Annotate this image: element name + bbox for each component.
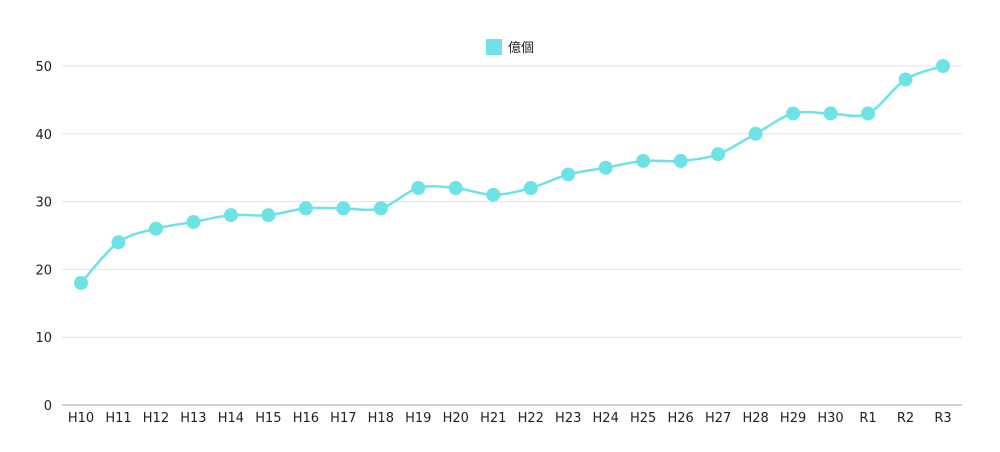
x-tick-label: H26	[667, 411, 693, 426]
data-point-H18[interactable]	[373, 201, 388, 216]
x-tick-label: H15	[255, 411, 281, 426]
data-point-H11[interactable]	[111, 235, 126, 250]
x-tick-label: H20	[443, 411, 469, 426]
legend-swatch	[486, 39, 502, 55]
x-tick-label: H16	[293, 411, 319, 426]
x-tick-label: H13	[180, 411, 206, 426]
x-tick-label: H25	[630, 411, 656, 426]
data-point-H20[interactable]	[448, 181, 463, 196]
y-tick-label: 0	[44, 399, 52, 414]
data-point-H19[interactable]	[411, 181, 426, 196]
x-tick-label: H14	[218, 411, 244, 426]
x-tick-label: R3	[934, 411, 951, 426]
data-point-H21[interactable]	[486, 187, 501, 202]
data-point-H12[interactable]	[148, 221, 163, 236]
data-point-H14[interactable]	[223, 208, 238, 223]
y-tick-label: 10	[35, 331, 52, 346]
x-tick-label: R2	[897, 411, 914, 426]
data-point-H24[interactable]	[598, 160, 613, 175]
data-point-H17[interactable]	[336, 201, 351, 216]
data-point-H27[interactable]	[711, 147, 726, 162]
y-tick-label: 20	[35, 263, 52, 278]
series-line	[80, 64, 944, 284]
data-point-H25[interactable]	[636, 153, 651, 168]
data-point-H22[interactable]	[523, 181, 538, 196]
y-tick-label: 50	[35, 60, 52, 75]
data-point-R3[interactable]	[936, 59, 950, 73]
y-tick-label: 30	[35, 196, 52, 211]
x-tick-label: H10	[68, 411, 94, 426]
data-point-H30[interactable]	[823, 106, 838, 121]
x-tick-label: R1	[859, 411, 876, 426]
x-tick-label: H30	[817, 411, 843, 426]
data-points	[74, 59, 950, 290]
legend-label: 億個	[508, 40, 534, 56]
x-tick-label: H11	[105, 411, 131, 426]
data-point-H13[interactable]	[186, 214, 201, 229]
data-point-H26[interactable]	[673, 153, 688, 168]
x-tick-label: H24	[593, 411, 619, 426]
x-tick-label: H23	[555, 411, 581, 426]
legend[interactable]: 億個	[486, 39, 534, 56]
data-point-R2[interactable]	[898, 72, 913, 87]
data-point-H29[interactable]	[786, 106, 801, 121]
data-point-H28[interactable]	[748, 126, 763, 141]
data-point-R1[interactable]	[861, 106, 876, 121]
x-tick-label: H12	[143, 411, 169, 426]
axes: 0 10 20 30 40 50 H10 H11 H12 H13 H14 H15 H16 H17 H18 H1…	[35, 60, 962, 426]
x-tick-label: H19	[405, 411, 431, 426]
x-tick-label: H22	[518, 411, 544, 426]
x-tick-label: H28	[742, 411, 768, 426]
y-tick-label: 40	[35, 128, 52, 143]
gridlines	[62, 65, 962, 338]
series-line-layer	[80, 64, 944, 284]
x-tick-label: H29	[780, 411, 806, 426]
data-point-H10[interactable]	[74, 275, 88, 290]
data-point-H16[interactable]	[298, 201, 313, 216]
x-tick-label: H17	[330, 411, 356, 426]
x-tick-label: H27	[705, 411, 731, 426]
x-tick-label: H18	[368, 411, 394, 426]
x-tick-label: H21	[480, 411, 506, 426]
data-point-H15[interactable]	[261, 208, 276, 223]
data-point-H23[interactable]	[561, 167, 576, 182]
